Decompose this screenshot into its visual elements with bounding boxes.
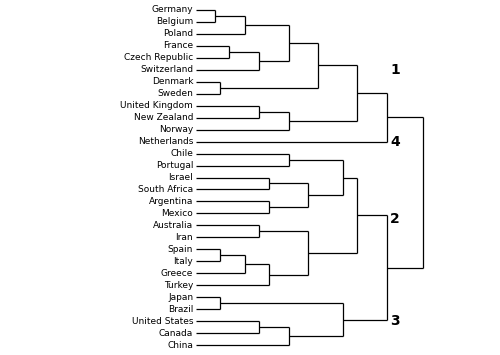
Text: Germany: Germany [152, 5, 193, 14]
Text: Poland: Poland [163, 29, 193, 38]
Text: United Kingdom: United Kingdom [120, 101, 193, 110]
Text: Turkey: Turkey [164, 281, 193, 290]
Text: Belgium: Belgium [156, 17, 193, 26]
Text: Switzerland: Switzerland [140, 65, 193, 74]
Text: 1: 1 [390, 62, 400, 77]
Text: Denmark: Denmark [152, 77, 193, 86]
Text: France: France [163, 41, 193, 50]
Text: Australia: Australia [153, 221, 193, 230]
Text: Czech Republic: Czech Republic [124, 53, 193, 62]
Text: Greece: Greece [161, 269, 193, 278]
Text: Iran: Iran [176, 233, 193, 242]
Text: Canada: Canada [159, 329, 193, 338]
Text: Portugal: Portugal [156, 161, 193, 170]
Text: 2: 2 [390, 213, 400, 226]
Text: Chile: Chile [170, 149, 193, 158]
Text: 3: 3 [390, 315, 400, 328]
Text: China: China [168, 341, 193, 350]
Text: South Africa: South Africa [138, 185, 193, 194]
Text: United States: United States [132, 317, 193, 326]
Text: 4: 4 [390, 135, 400, 148]
Text: New Zealand: New Zealand [134, 113, 193, 122]
Text: Norway: Norway [159, 125, 193, 134]
Text: Israel: Israel [168, 173, 193, 182]
Text: Brazil: Brazil [168, 305, 193, 314]
Text: Argentina: Argentina [149, 197, 193, 206]
Text: Mexico: Mexico [162, 209, 193, 218]
Text: Italy: Italy [174, 257, 193, 266]
Text: Japan: Japan [168, 293, 193, 302]
Text: Netherlands: Netherlands [138, 137, 193, 146]
Text: Spain: Spain [168, 245, 193, 254]
Text: Sweden: Sweden [158, 89, 193, 98]
